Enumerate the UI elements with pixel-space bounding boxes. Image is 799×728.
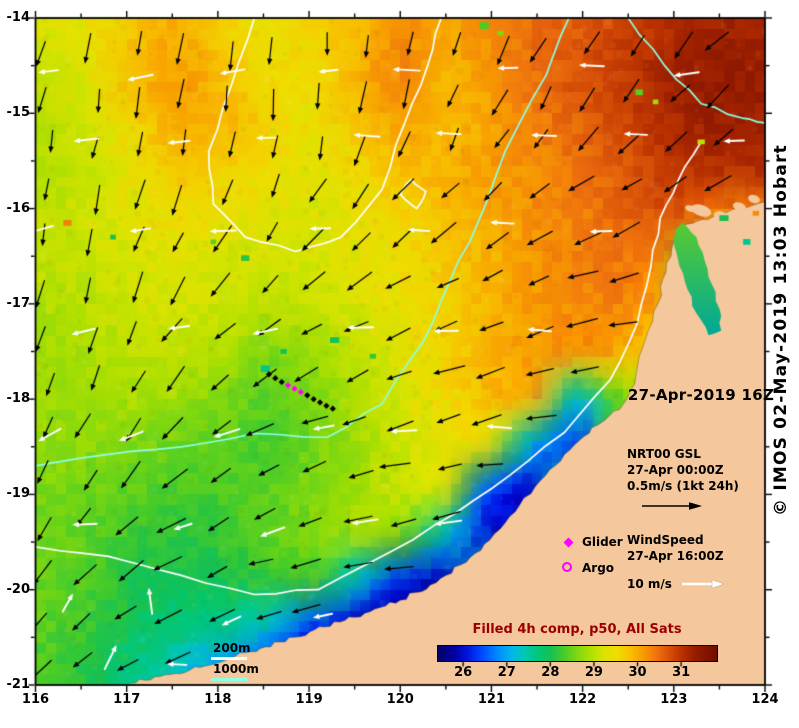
lat-tick-label: -21 (6, 677, 31, 692)
contour-200m-swatch (211, 657, 247, 660)
watermark: © IMOS 02-May-2019 13:03 Hobart (771, 143, 791, 516)
datetime-label: 27-Apr-2019 16Z (627, 386, 775, 404)
current-scale-arrow-icon (642, 502, 702, 510)
colorbar-tick-label: 26 (454, 665, 473, 680)
lat-tick-label: -15 (6, 105, 31, 121)
contour-200m-label: 200m (213, 641, 251, 655)
lon-tick-label: 118 (204, 692, 232, 707)
lat-tick-label: -16 (6, 200, 31, 216)
colorbar (437, 645, 718, 662)
colorbar-tick-label: 29 (584, 665, 603, 680)
colorbar-tick-label: 30 (628, 665, 647, 680)
colorbar-tick-label: 27 (497, 665, 516, 680)
colorbar-title: Filled 4h comp, p50, All Sats (472, 622, 682, 637)
colorbar-tick-label: 31 (672, 665, 691, 680)
wind-name-label: WindSpeed (627, 533, 704, 547)
lat-tick-label: -18 (6, 391, 31, 407)
lon-tick-label: 123 (660, 692, 688, 707)
wind-legend: WindSpeed 27-Apr 16:00Z 10 m/s (627, 532, 725, 592)
lat-tick-label: -17 (6, 295, 31, 311)
lat-tick-label: -14 (6, 10, 31, 25)
lon-tick-label: 117 (113, 692, 141, 707)
contour-1000m-swatch (211, 678, 247, 681)
lat-tick-label: -19 (6, 486, 31, 502)
glider-label: Glider (582, 535, 623, 549)
lon-tick-label: 122 (569, 692, 597, 707)
gsl-scale-label: 0.5m/s (1kt 24h) (627, 479, 739, 493)
lon-tick-label: 121 (477, 692, 505, 707)
wind-scale-arrow-icon (681, 579, 725, 589)
lon-tick-label: 116 (21, 692, 50, 707)
gsl-name-label: NRT00 GSL (627, 447, 701, 461)
colorbar-tick-label: 28 (541, 665, 560, 680)
gsl-legend: NRT00 GSL 27-Apr 00:00Z 0.5m/s (1kt 24h) (627, 446, 739, 512)
lon-tick-label: 119 (295, 692, 323, 707)
gsl-date-label: 27-Apr 00:00Z (627, 463, 724, 477)
argo-marker-icon (562, 562, 572, 572)
wind-scale-label: 10 m/s (627, 577, 672, 591)
lon-tick-label: 124 (751, 692, 779, 707)
contour-1000m-label: 1000m (213, 662, 259, 676)
lat-tick-label: -20 (6, 581, 31, 597)
lon-tick-label: 120 (386, 692, 414, 707)
wind-date-label: 27-Apr 16:00Z (627, 549, 724, 563)
argo-label: Argo (582, 561, 615, 575)
